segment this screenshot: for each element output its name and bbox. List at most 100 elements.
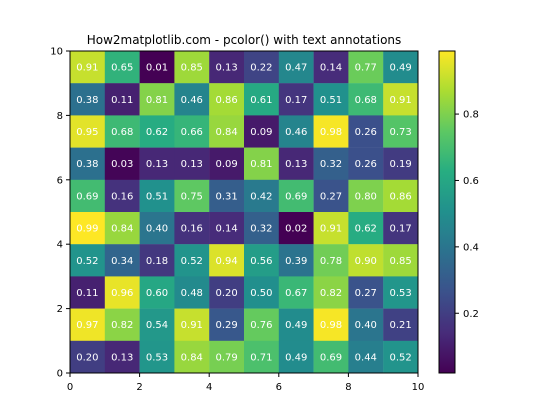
heatmap-cell-r1-c2 <box>139 83 175 116</box>
heatmap-cell-r9-c7 <box>313 340 349 374</box>
heatmap-cell-r8-c6 <box>278 308 314 341</box>
cell-label-r8-c1: 0.82 <box>111 320 133 331</box>
cell-label-r2-c0: 0.95 <box>76 127 98 138</box>
heatmap-cell-r5-c5 <box>244 212 279 245</box>
cell-label-r0-c3: 0.85 <box>181 63 203 74</box>
heatmap-cell-r3-c2 <box>139 147 175 180</box>
cell-label-r0-c4: 0.13 <box>215 63 237 74</box>
cell-label-r3-c5: 0.81 <box>250 159 272 170</box>
cell-label-r0-c5: 0.22 <box>250 63 272 74</box>
cell-label-r5-c0: 0.99 <box>76 224 98 235</box>
heatmap-cell-r0-c3 <box>174 51 210 84</box>
x-tick-label-8: 8 <box>345 382 351 393</box>
cell-label-r4-c2: 0.51 <box>146 191 168 202</box>
cell-label-r0-c1: 0.65 <box>111 63 133 74</box>
colorbar-gradient <box>438 50 456 374</box>
cell-label-r5-c3: 0.16 <box>181 224 203 235</box>
cell-label-r6-c5: 0.56 <box>250 256 272 267</box>
cell-label-r3-c8: 0.26 <box>355 159 377 170</box>
heatmap-cell-r1-c8 <box>348 83 384 116</box>
cell-label-r6-c4: 0.94 <box>215 256 237 267</box>
heatmap-cell-r6-c0 <box>70 244 105 277</box>
y-axis: 0 2 4 6 8 10 <box>50 47 70 380</box>
cell-label-r4-c1: 0.16 <box>111 191 133 202</box>
heatmap-cell-r6-c2 <box>139 244 175 277</box>
cell-labels: 0.91 0.65 0.01 0.85 0.13 0.22 0.47 0.14 0.77 0.49… <box>76 63 411 364</box>
cell-label-r2-c8: 0.26 <box>355 127 377 138</box>
heatmap-cell-r5-c4 <box>209 212 245 245</box>
cell-label-r4-c4: 0.31 <box>215 191 237 202</box>
cell-label-r4-c8: 0.80 <box>355 191 377 202</box>
heatmap-cell-r3-c4 <box>209 147 245 180</box>
heatmap-cell-r2-c6 <box>278 115 314 148</box>
heatmap-cell-r7-c9 <box>383 276 419 309</box>
heatmap-cell-r1-c6 <box>278 83 314 116</box>
cell-label-r9-c3: 0.84 <box>181 352 203 363</box>
heatmap-cell-r4-c5 <box>244 179 279 213</box>
cell-label-r7-c8: 0.27 <box>355 288 377 299</box>
heatmap-cell-r4-c9 <box>383 179 419 213</box>
y-tick-label-0: 0 <box>57 369 63 380</box>
cell-label-r4-c0: 0.69 <box>76 191 98 202</box>
heatmap-cell-r5-c8 <box>348 212 384 245</box>
x-tick-label-4: 4 <box>206 382 212 393</box>
heatmap-cell-r4-c8 <box>348 179 384 213</box>
cell-label-r8-c6: 0.49 <box>285 320 307 331</box>
cell-label-r6-c8: 0.90 <box>355 256 377 267</box>
cell-label-r9-c1: 0.13 <box>111 352 133 363</box>
cell-label-r8-c0: 0.97 <box>76 320 98 331</box>
heatmap-cell-r2-c9 <box>383 115 419 148</box>
x-axis: 0 2 4 6 8 10 <box>67 373 424 393</box>
heatmap-cell-r5-c1 <box>104 212 140 245</box>
cell-label-r5-c1: 0.84 <box>111 224 133 235</box>
cell-label-r8-c4: 0.29 <box>215 320 237 331</box>
x-tick-label-6: 6 <box>276 382 282 393</box>
heatmap-cell-r7-c0 <box>70 276 105 309</box>
cell-label-r5-c6: 0.02 <box>285 224 307 235</box>
cell-label-r9-c9: 0.52 <box>389 352 411 363</box>
heatmap-cell-r4-c1 <box>104 179 140 213</box>
cell-label-r0-c7: 0.14 <box>320 63 342 74</box>
heatmap-cell-r9-c1 <box>104 340 140 374</box>
heatmap-cell-r7-c5 <box>244 276 279 309</box>
heatmap-cell-r0-c6 <box>278 51 314 84</box>
heatmap-cell-r1-c4 <box>209 83 245 116</box>
cell-label-r0-c8: 0.77 <box>355 63 377 74</box>
colorbar-tick-label-0.4: 0.4 <box>463 242 479 253</box>
cell-label-r7-c2: 0.60 <box>146 288 168 299</box>
heatmap-cell-r4-c0 <box>70 179 105 213</box>
cell-label-r2-c1: 0.68 <box>111 127 133 138</box>
heatmap-cell-r0-c7 <box>313 51 349 84</box>
chart-title: How2matplotlib.com - pcolor() with text … <box>87 33 402 47</box>
cell-label-r4-c7: 0.27 <box>320 191 342 202</box>
cell-label-r1-c9: 0.91 <box>389 95 411 106</box>
cell-label-r1-c6: 0.17 <box>285 95 307 106</box>
heatmap-cell-r5-c6 <box>278 212 314 245</box>
cell-label-r5-c4: 0.14 <box>215 224 237 235</box>
cell-label-r6-c3: 0.52 <box>181 256 203 267</box>
y-tick-label-6: 6 <box>57 175 63 186</box>
cell-label-r7-c3: 0.48 <box>181 288 203 299</box>
heatmap-cell-r0-c2 <box>139 51 175 84</box>
cell-label-r0-c9: 0.49 <box>389 63 411 74</box>
cell-label-r5-c8: 0.62 <box>355 224 377 235</box>
cell-label-r2-c5: 0.09 <box>250 127 272 138</box>
cell-label-r9-c8: 0.44 <box>355 352 377 363</box>
cell-label-r1-c3: 0.46 <box>181 95 203 106</box>
heatmap-cell-r0-c0 <box>70 51 105 84</box>
heatmap-cell-r4-c2 <box>139 179 175 213</box>
cell-label-r3-c6: 0.13 <box>285 159 307 170</box>
heatmap-cell-r8-c4 <box>209 308 245 341</box>
y-tick-label-8: 8 <box>57 111 63 122</box>
heatmap-cell-r8-c8 <box>348 308 384 341</box>
cell-label-r3-c3: 0.13 <box>181 159 203 170</box>
heatmap-cell-r9-c5 <box>244 340 279 374</box>
heatmap-cell-r9-c3 <box>174 340 210 374</box>
cell-label-r1-c7: 0.51 <box>320 95 342 106</box>
heatmap-cell-r7-c7 <box>313 276 349 309</box>
heatmap-cell-r6-c8 <box>348 244 384 277</box>
heatmap-cell-r7-c3 <box>174 276 210 309</box>
cell-label-r4-c3: 0.75 <box>181 191 203 202</box>
heatmap-cell-r1-c7 <box>313 83 349 116</box>
